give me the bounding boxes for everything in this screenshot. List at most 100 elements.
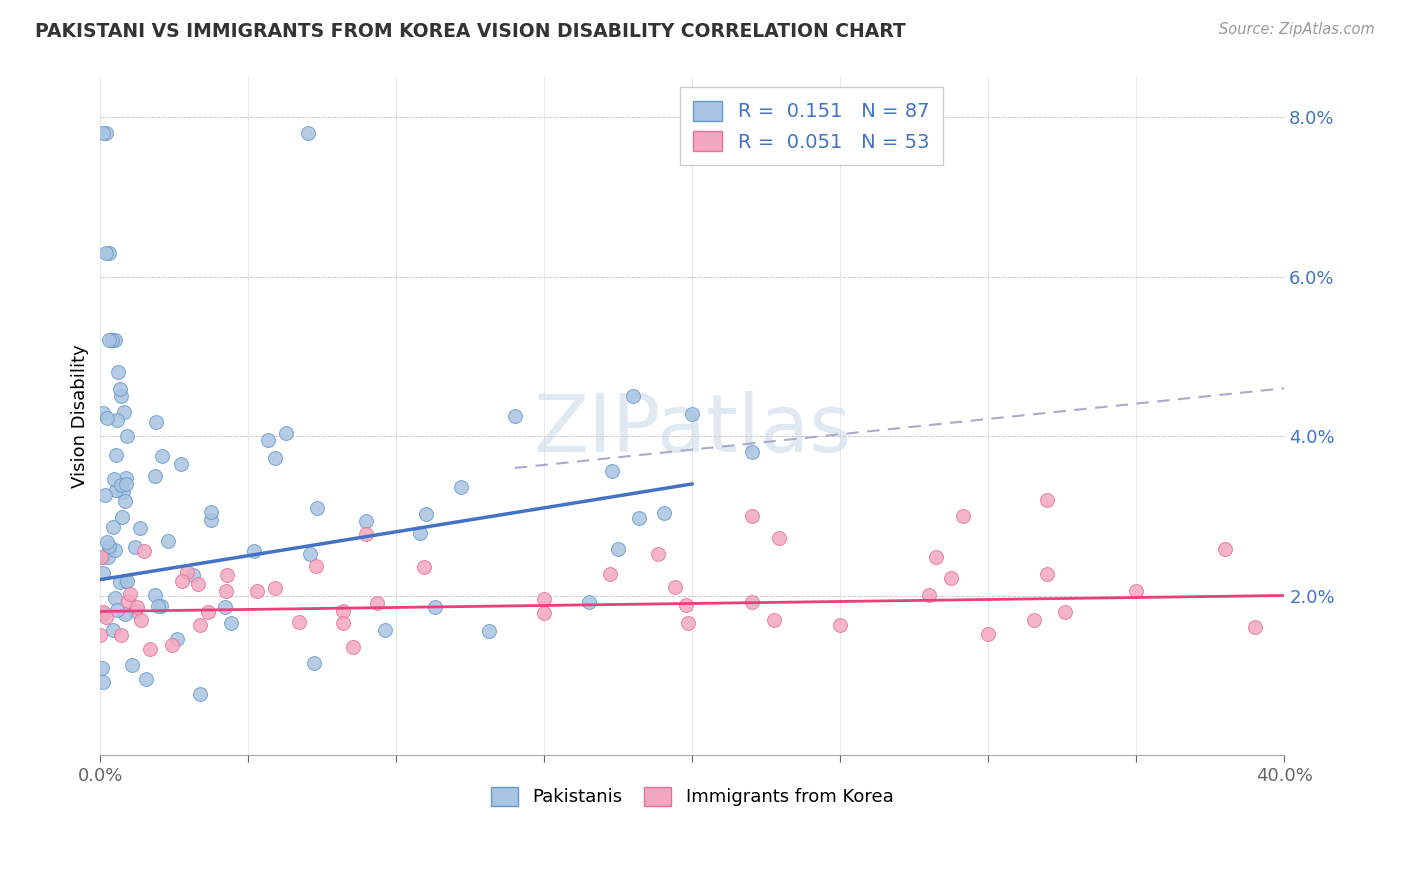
Point bbox=[413, 559, 436, 574]
Point bbox=[96, 126, 118, 140]
Text: ZIPatlas: ZIPatlas bbox=[533, 391, 852, 468]
Point bbox=[533, 592, 555, 607]
Point bbox=[91, 607, 114, 621]
Point bbox=[101, 519, 124, 533]
Point bbox=[298, 547, 321, 561]
Point bbox=[145, 415, 167, 429]
Point bbox=[114, 476, 136, 491]
Point bbox=[124, 604, 146, 618]
Point bbox=[114, 494, 136, 508]
Point bbox=[681, 407, 703, 421]
Point bbox=[676, 615, 699, 630]
Point bbox=[91, 406, 114, 420]
Point bbox=[114, 607, 136, 622]
Point bbox=[1036, 567, 1059, 582]
Point bbox=[138, 641, 160, 656]
Point bbox=[415, 507, 437, 521]
Point bbox=[503, 409, 526, 423]
Point bbox=[104, 483, 127, 497]
Point bbox=[135, 672, 157, 686]
Point bbox=[1213, 541, 1236, 556]
Point bbox=[287, 615, 309, 630]
Point bbox=[356, 515, 378, 529]
Point bbox=[1036, 492, 1059, 507]
Point bbox=[1024, 613, 1046, 627]
Point bbox=[188, 687, 211, 701]
Point bbox=[110, 628, 132, 642]
Point bbox=[150, 599, 173, 614]
Point bbox=[219, 615, 242, 630]
Point bbox=[96, 609, 118, 624]
Point bbox=[606, 541, 628, 556]
Point bbox=[366, 596, 388, 610]
Point bbox=[112, 484, 135, 499]
Point bbox=[1125, 584, 1147, 599]
Point bbox=[128, 521, 150, 535]
Point bbox=[97, 543, 120, 558]
Point bbox=[374, 623, 396, 637]
Point bbox=[98, 245, 121, 260]
Point bbox=[627, 511, 650, 525]
Point bbox=[187, 577, 209, 591]
Point bbox=[1243, 620, 1265, 634]
Point bbox=[160, 638, 183, 652]
Point bbox=[652, 506, 675, 520]
Point bbox=[91, 126, 114, 140]
Point bbox=[214, 600, 236, 615]
Point bbox=[768, 531, 790, 545]
Point bbox=[105, 603, 128, 617]
Point bbox=[125, 599, 148, 614]
Point bbox=[675, 598, 697, 612]
Point bbox=[93, 549, 115, 564]
Point bbox=[117, 593, 139, 607]
Point bbox=[120, 587, 142, 601]
Point bbox=[599, 566, 621, 581]
Point bbox=[246, 583, 269, 598]
Point bbox=[91, 661, 114, 675]
Point bbox=[263, 450, 285, 465]
Point bbox=[105, 412, 128, 426]
Point bbox=[114, 574, 136, 589]
Point bbox=[830, 617, 852, 632]
Point bbox=[108, 574, 131, 589]
Point bbox=[215, 584, 238, 599]
Point bbox=[181, 568, 204, 582]
Point bbox=[115, 429, 138, 443]
Point bbox=[217, 567, 239, 582]
Point bbox=[143, 588, 166, 602]
Point bbox=[98, 334, 121, 348]
Point bbox=[110, 382, 132, 396]
Point bbox=[297, 126, 319, 140]
Point bbox=[533, 606, 555, 620]
Point bbox=[621, 389, 644, 403]
Point bbox=[302, 656, 325, 670]
Point bbox=[157, 533, 180, 548]
Point bbox=[305, 558, 328, 573]
Point bbox=[103, 543, 125, 558]
Point bbox=[115, 470, 138, 484]
Point bbox=[90, 550, 112, 565]
Point bbox=[664, 580, 686, 594]
Point bbox=[170, 457, 193, 471]
Point bbox=[97, 539, 120, 553]
Text: PAKISTANI VS IMMIGRANTS FROM KOREA VISION DISABILITY CORRELATION CHART: PAKISTANI VS IMMIGRANTS FROM KOREA VISIO… bbox=[35, 22, 905, 41]
Point bbox=[110, 389, 132, 403]
Point bbox=[176, 565, 198, 579]
Point bbox=[103, 472, 125, 486]
Point bbox=[110, 478, 132, 492]
Y-axis label: Vision Disability: Vision Disability bbox=[72, 344, 89, 488]
Point bbox=[104, 591, 127, 606]
Point bbox=[188, 618, 211, 632]
Point bbox=[408, 526, 430, 541]
Point bbox=[305, 500, 328, 515]
Point bbox=[91, 675, 114, 690]
Point bbox=[952, 509, 974, 524]
Point bbox=[763, 613, 786, 627]
Point bbox=[134, 544, 156, 558]
Legend: Pakistanis, Immigrants from Korea: Pakistanis, Immigrants from Korea bbox=[484, 780, 901, 814]
Point bbox=[647, 547, 669, 561]
Point bbox=[741, 595, 763, 609]
Point bbox=[274, 425, 297, 440]
Text: Source: ZipAtlas.com: Source: ZipAtlas.com bbox=[1219, 22, 1375, 37]
Point bbox=[941, 571, 963, 585]
